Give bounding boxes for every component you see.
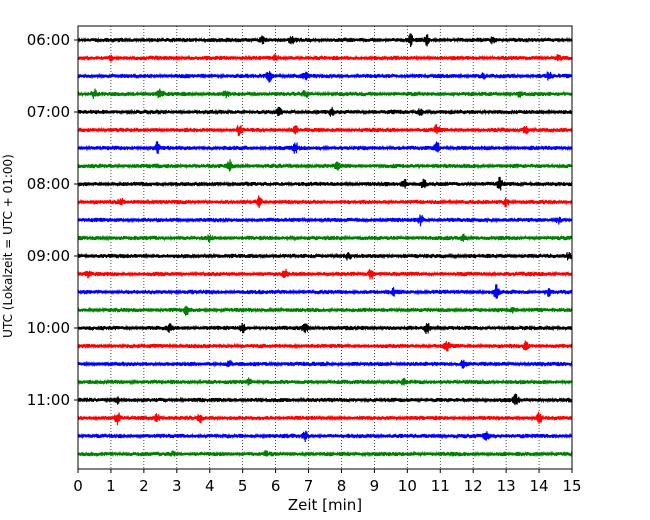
trace-0700 [77,106,573,117]
y-axis-ticks: 06:00 07:00 08:00 09:00 10:00 11:00 [27,31,78,409]
trace-1145 [77,450,573,458]
trace-0715 [77,124,573,136]
trace-group [77,33,573,458]
trace-1045 [77,377,573,386]
trace-1115 [77,411,573,426]
x-tick-label-9: 9 [370,477,380,495]
y-tick-label-2: 08:00 [27,175,70,193]
trace-0845 [77,233,573,243]
plot-frame [77,25,573,470]
trace-1130 [77,430,573,443]
trace-1030 [77,359,573,369]
trace-0630 [77,70,573,83]
trace-0900 [77,252,573,261]
trace-0915 [77,268,573,280]
trace-1100 [77,393,573,406]
x-axis-ticks: 0 1 2 3 4 5 6 7 8 9 10 11 12 13 14 15 [73,469,582,495]
x-tick-label-8: 8 [337,477,347,495]
x-tick-label-6: 6 [271,477,281,495]
x-tick-label-10: 10 [398,477,417,495]
trace-0800 [77,176,573,191]
trace-0600 [77,33,573,48]
x-tick-label-5: 5 [238,477,248,495]
x-tick-label-11: 11 [431,477,450,495]
x-tick-label-13: 13 [497,477,516,495]
y-tick-label-3: 09:00 [27,247,70,265]
y-tick-label-5: 11:00 [27,391,70,409]
trace-0645 [77,88,573,100]
trace-0745 [77,159,573,172]
trace-0930 [77,284,573,299]
trace-0945 [77,305,573,316]
x-tick-label-2: 2 [139,477,149,495]
x-tick-label-1: 1 [106,477,116,495]
vertical-gridlines [110,26,540,469]
y-axis-label: UTC (Lokalzeit = UTC + 01:00) [1,154,15,338]
x-tick-label-3: 3 [172,477,182,495]
x-tick-label-14: 14 [530,477,549,495]
y-tick-label-0: 06:00 [27,31,70,49]
x-tick-label-7: 7 [304,477,314,495]
x-axis-label: Zeit [min] [288,496,362,514]
trace-1015 [77,340,573,352]
x-tick-label-12: 12 [464,477,483,495]
trace-0615 [77,53,573,62]
trace-0815 [77,195,573,209]
trace-0730 [77,141,573,155]
trace-1000 [77,322,573,334]
y-tick-label-1: 07:00 [27,103,70,121]
trace-0830 [77,214,573,227]
x-tick-label-15: 15 [562,477,581,495]
y-tick-label-4: 10:00 [27,319,70,337]
x-tick-label-4: 4 [205,477,215,495]
x-tick-label-0: 0 [73,477,83,495]
